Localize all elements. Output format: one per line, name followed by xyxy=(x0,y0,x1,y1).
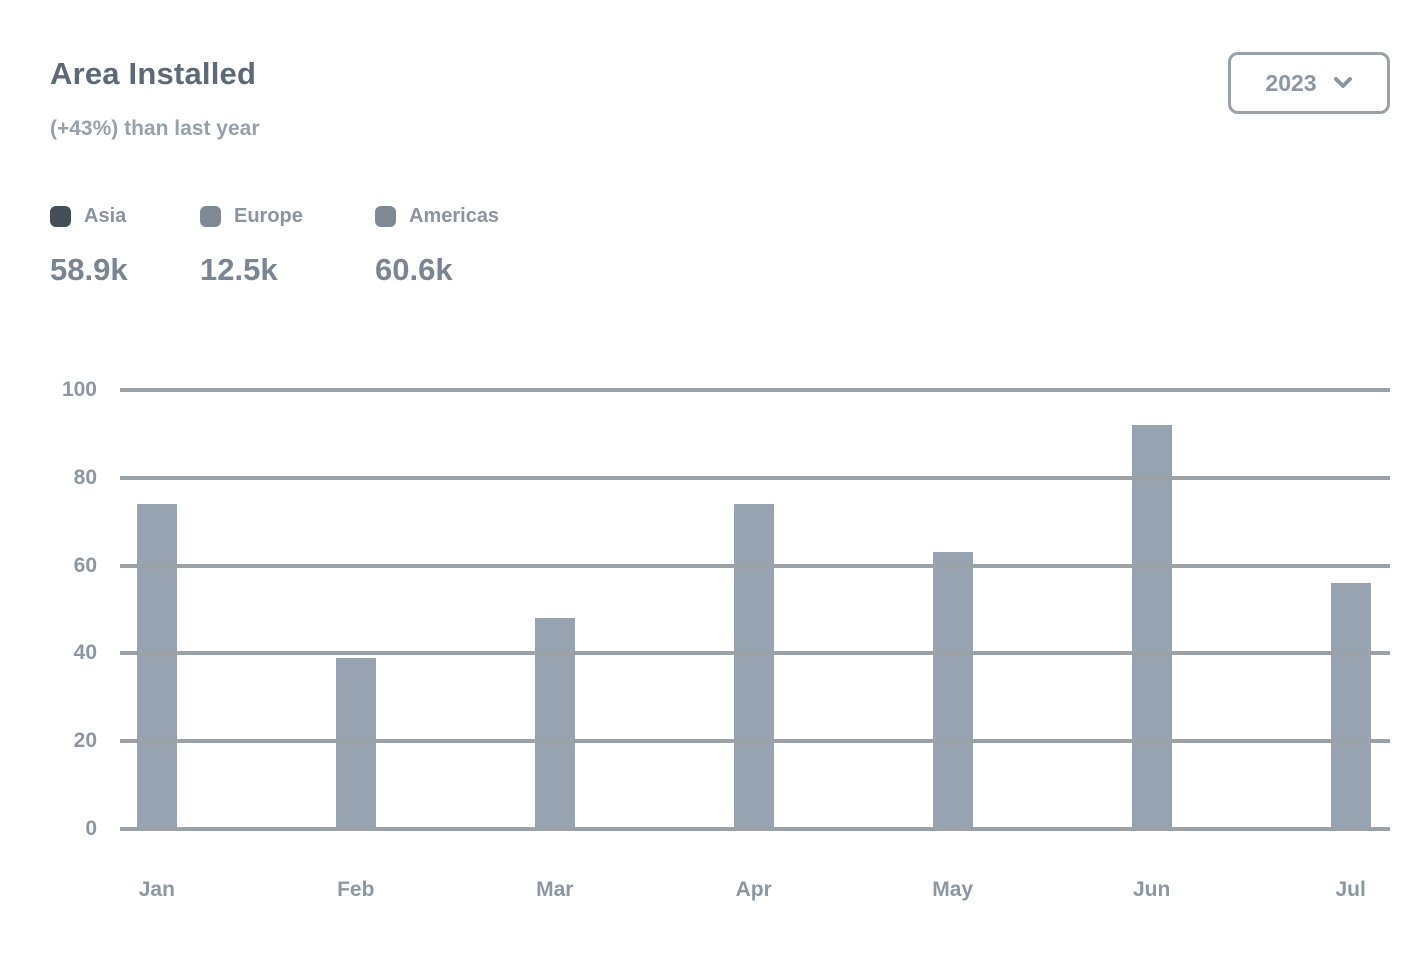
year-dropdown-value: 2023 xyxy=(1265,69,1317,96)
x-tick-label-mar: Mar xyxy=(536,878,574,901)
bar-jan[interactable] xyxy=(136,504,177,829)
legend-label: Europe xyxy=(234,205,303,227)
americas-marker-icon xyxy=(375,206,396,227)
gridline-0 xyxy=(120,827,1390,831)
europe-marker-icon xyxy=(200,206,221,227)
y-tick-label-20: 20 xyxy=(73,729,97,753)
x-tick-label-may: May xyxy=(932,878,974,901)
y-tick-label-60: 60 xyxy=(73,553,97,577)
legend-label: Americas xyxy=(409,205,500,227)
x-tick-label-jan: Jan xyxy=(138,878,175,901)
legend-total: 60.6k xyxy=(375,252,453,287)
gridline-60 xyxy=(120,563,1390,568)
gridline-100 xyxy=(120,388,1390,392)
bar-feb[interactable] xyxy=(335,657,376,829)
y-axis: 0 20 40 60 80 100 xyxy=(0,378,97,840)
y-tick-label-100: 100 xyxy=(61,378,97,401)
gridline-80 xyxy=(120,475,1390,480)
page-subtitle: (+43%) than last year xyxy=(50,117,260,140)
legend-total: 58.9k xyxy=(50,252,128,287)
y-tick-label-0: 0 xyxy=(85,817,97,840)
chevron-down-icon xyxy=(1333,76,1353,90)
x-tick-label-feb: Feb xyxy=(337,878,375,901)
bar-mar[interactable] xyxy=(534,618,575,829)
year-dropdown-button[interactable]: 2023 xyxy=(1228,52,1390,114)
legend-total: 12.5k xyxy=(200,252,278,287)
x-tick-label-apr: Apr xyxy=(735,878,772,901)
gridline-40 xyxy=(120,651,1390,656)
page-title: Area Installed xyxy=(50,56,257,91)
bar-jul[interactable] xyxy=(1330,583,1371,829)
x-tick-label-jul: Jul xyxy=(1335,878,1366,901)
bar-jun[interactable] xyxy=(1131,425,1172,829)
y-tick-label-80: 80 xyxy=(73,465,97,489)
legend-item-asia[interactable]: Asia 58.9k xyxy=(50,205,128,288)
bar-may[interactable] xyxy=(932,552,973,829)
bar-apr[interactable] xyxy=(733,504,774,829)
legend-item-americas[interactable]: Americas 60.6k xyxy=(375,205,499,288)
gridline-20 xyxy=(120,739,1390,744)
asia-marker-icon xyxy=(50,206,71,227)
legend-label: Asia xyxy=(84,205,127,227)
legend-item-europe[interactable]: Europe 12.5k xyxy=(200,205,303,288)
plot-area: Jan Feb Mar Apr May Jun Jul xyxy=(120,388,1390,901)
y-tick-label-40: 40 xyxy=(73,641,97,665)
x-tick-label-jun: Jun xyxy=(1132,878,1171,901)
